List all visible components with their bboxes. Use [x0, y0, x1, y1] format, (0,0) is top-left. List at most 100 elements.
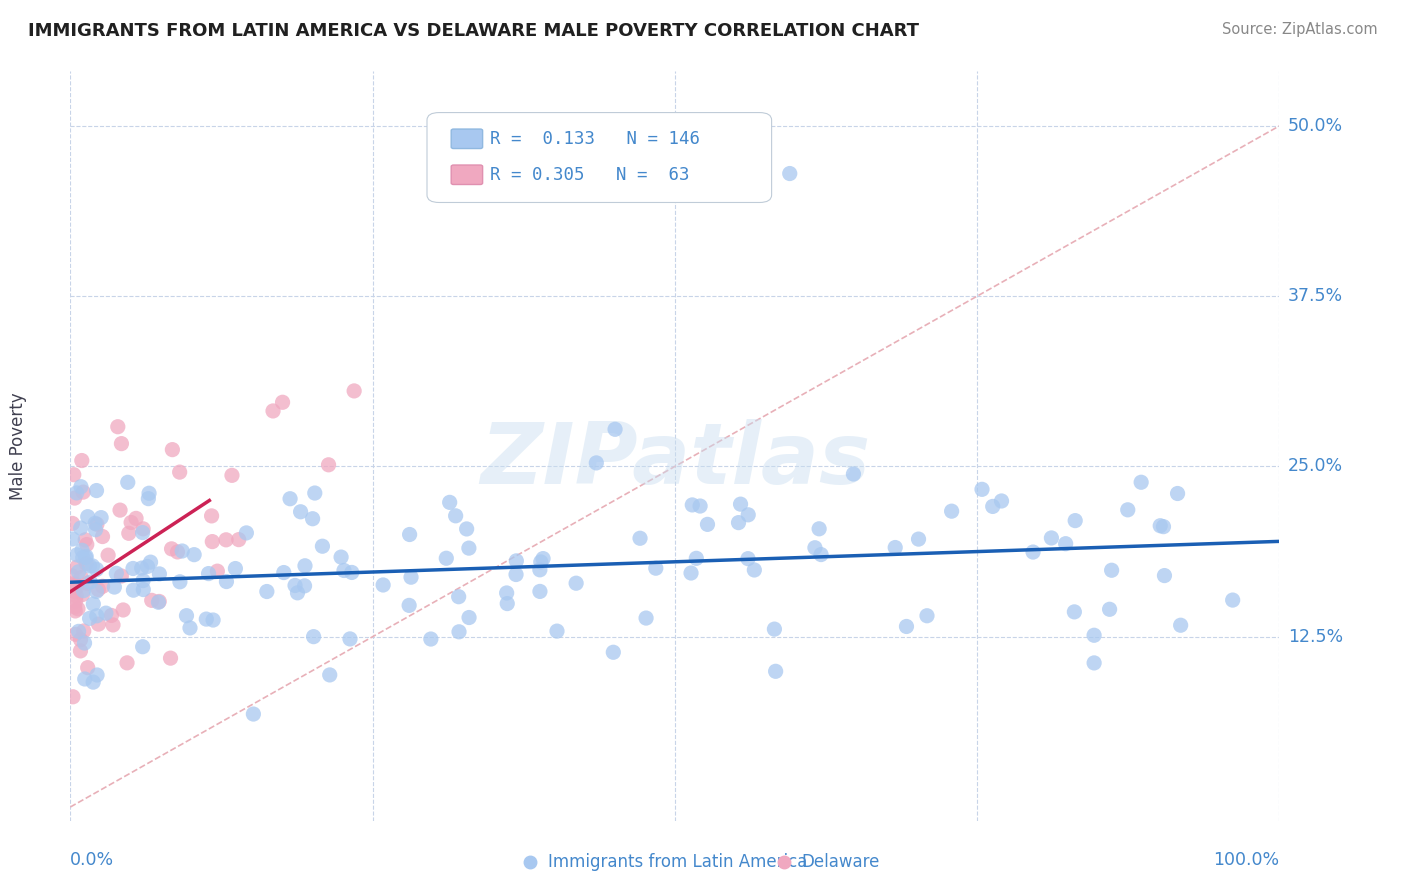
Point: [221, 468, 243, 483]
Point: [330, 550, 353, 565]
Point: [75, 557, 97, 571]
Point: [1064, 514, 1087, 528]
Text: 37.5%: 37.5%: [1288, 287, 1343, 305]
Text: Delaware: Delaware: [801, 853, 880, 871]
Point: [941, 504, 963, 518]
Point: [301, 512, 323, 526]
Point: [242, 706, 264, 721]
Point: [200, 508, 222, 523]
Point: [215, 533, 238, 547]
Point: [737, 551, 759, 566]
Point: [131, 640, 153, 654]
Point: [371, 578, 394, 592]
Point: [86, 608, 108, 623]
Point: [60, 569, 83, 583]
Text: Immigrants from Latin America: Immigrants from Latin America: [548, 853, 807, 871]
Point: [278, 491, 301, 506]
Point: [122, 583, 145, 598]
Text: 25.0%: 25.0%: [1288, 458, 1343, 475]
Point: [69, 644, 91, 658]
Point: [603, 422, 626, 436]
Point: [141, 593, 163, 607]
Point: [70, 570, 93, 584]
Point: [456, 522, 478, 536]
Point: [115, 656, 138, 670]
Point: [73, 636, 96, 650]
Point: [100, 608, 122, 623]
Point: [179, 621, 201, 635]
Point: [1101, 563, 1123, 577]
Point: [294, 579, 316, 593]
Point: [97, 548, 120, 562]
Point: [546, 624, 568, 639]
Point: [76, 537, 98, 551]
Point: [419, 632, 441, 646]
Point: [73, 624, 96, 638]
Point: [304, 486, 326, 500]
Text: 12.5%: 12.5%: [1288, 628, 1343, 646]
Point: [75, 549, 97, 564]
Point: [76, 509, 98, 524]
Point: [148, 595, 170, 609]
Point: [66, 560, 89, 574]
Point: [120, 516, 142, 530]
Point: [990, 494, 1012, 508]
Point: [744, 563, 766, 577]
Point: [62, 690, 84, 704]
Point: [86, 562, 108, 576]
Text: IMMIGRANTS FROM LATIN AMERICA VS DELAWARE MALE POVERTY CORRELATION CHART: IMMIGRANTS FROM LATIN AMERICA VS DELAWAR…: [28, 22, 920, 40]
Point: [1116, 503, 1139, 517]
Point: [730, 497, 752, 511]
Point: [302, 630, 325, 644]
Point: [101, 618, 124, 632]
Point: [1130, 475, 1153, 490]
Point: [907, 532, 929, 546]
Text: ZIPatlas: ZIPatlas: [479, 419, 870, 502]
Point: [73, 672, 96, 686]
Point: [160, 541, 183, 556]
Point: [166, 545, 188, 559]
Point: [91, 530, 114, 544]
Point: [1149, 518, 1171, 533]
Point: [103, 580, 125, 594]
Point: [398, 599, 420, 613]
Point: [262, 404, 284, 418]
Point: [72, 485, 94, 500]
Point: [318, 458, 340, 472]
Point: [65, 604, 87, 618]
Point: [67, 565, 90, 579]
Point: [808, 522, 831, 536]
Point: [727, 516, 749, 530]
Text: R = 0.305   N =  63: R = 0.305 N = 63: [489, 166, 689, 184]
Point: [131, 561, 153, 575]
Point: [76, 660, 98, 674]
Point: [981, 500, 1004, 514]
Point: [70, 543, 93, 558]
Point: [458, 610, 481, 624]
Point: [447, 624, 470, 639]
Point: [125, 511, 148, 525]
Point: [896, 619, 918, 633]
Point: [529, 584, 551, 599]
Point: [1153, 519, 1175, 533]
Point: [195, 612, 218, 626]
Point: [112, 603, 135, 617]
Point: [79, 611, 101, 625]
Point: [62, 516, 84, 531]
Point: [63, 584, 86, 599]
Point: [884, 541, 907, 555]
Point: [136, 559, 159, 574]
Point: [287, 586, 309, 600]
Point: [70, 453, 93, 467]
Point: [681, 498, 703, 512]
Point: [75, 550, 97, 565]
Point: [76, 576, 98, 591]
Point: [271, 395, 294, 409]
Point: [565, 576, 588, 591]
Point: [169, 574, 191, 589]
Point: [1098, 602, 1121, 616]
Point: [496, 597, 519, 611]
Point: [82, 597, 104, 611]
Point: [505, 567, 527, 582]
Text: R =  0.133   N = 146: R = 0.133 N = 146: [489, 130, 700, 148]
